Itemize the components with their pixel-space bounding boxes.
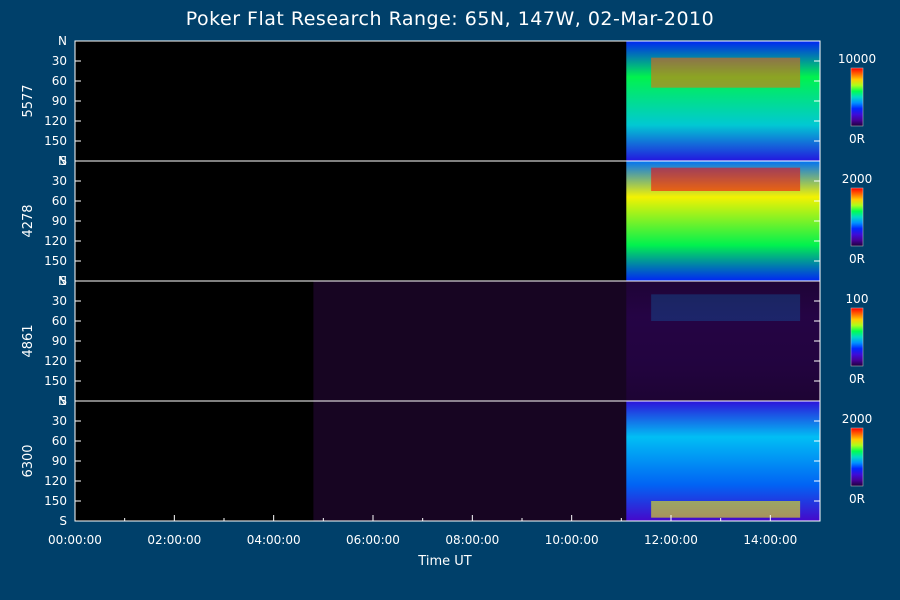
x-tick-label: 04:00:00 (247, 533, 301, 547)
y-tick-label: 120 (44, 474, 67, 488)
panel-peak-band (651, 167, 801, 191)
y-tick-label: S (59, 154, 67, 168)
y-tick-label: S (59, 394, 67, 408)
y-tick-label: 150 (44, 134, 67, 148)
y-tick-label: 150 (44, 254, 67, 268)
panel-peak-band (651, 501, 801, 518)
y-tick-label: 30 (52, 294, 67, 308)
colorbar-min-label: 0R (849, 132, 865, 146)
colorbar-max-label: 100 (846, 292, 869, 306)
x-tick-label: 02:00:00 (147, 533, 201, 547)
y-tick-label: 120 (44, 354, 67, 368)
y-tick-label: 60 (52, 194, 67, 208)
x-axis-label: Time UT (418, 554, 472, 569)
x-tick-label: 08:00:00 (445, 533, 499, 547)
y-tick-label: 30 (52, 414, 67, 428)
y-tick-label: N (58, 34, 67, 48)
y-tick-label: 30 (52, 174, 67, 188)
y-tick-label: 30 (52, 54, 67, 68)
y-tick-label: S (59, 514, 67, 528)
y-tick-label: N (58, 154, 67, 168)
colorbar-max-label: 2000 (842, 412, 873, 426)
x-tick-label: 12:00:00 (644, 533, 698, 547)
panel-activity-region (626, 281, 820, 401)
y-tick-label: 90 (52, 214, 67, 228)
y-tick-label: 120 (44, 114, 67, 128)
y-tick-label: N (58, 274, 67, 288)
y-tick-label: 60 (52, 314, 67, 328)
colorbar (850, 187, 864, 247)
colorbar (850, 307, 864, 367)
y-tick-label: 90 (52, 94, 67, 108)
chart-title: Poker Flat Research Range: 65N, 147W, 02… (185, 8, 715, 30)
panel-wavelength-label: 5577 (21, 84, 36, 117)
panel-wavelength-label: 4861 (21, 324, 36, 357)
y-tick-label: 150 (44, 494, 67, 508)
colorbar (850, 427, 864, 487)
panel-peak-band (651, 294, 801, 321)
colorbar-min-label: 0R (849, 372, 865, 386)
y-tick-label: 120 (44, 234, 67, 248)
x-tick-label: 06:00:00 (346, 533, 400, 547)
panel-peak-band (651, 57, 801, 88)
x-tick-label: 14:00:00 (743, 533, 797, 547)
y-tick-label: 150 (44, 374, 67, 388)
panel-wavelength-label: 4278 (21, 204, 36, 237)
colorbar-max-label: 2000 (842, 172, 873, 186)
y-tick-label: 60 (52, 434, 67, 448)
colorbar-min-label: 0R (849, 492, 865, 506)
x-tick-label: 00:00:00 (48, 533, 102, 547)
y-tick-label: S (59, 274, 67, 288)
colorbar-max-label: 10000 (838, 52, 876, 66)
y-tick-label: N (58, 394, 67, 408)
colorbar-min-label: 0R (849, 252, 865, 266)
colorbar (850, 67, 864, 127)
y-tick-label: 90 (52, 454, 67, 468)
y-tick-label: 90 (52, 334, 67, 348)
y-tick-label: 60 (52, 74, 67, 88)
x-tick-label: 10:00:00 (545, 533, 599, 547)
panel-wavelength-label: 6300 (21, 444, 36, 477)
